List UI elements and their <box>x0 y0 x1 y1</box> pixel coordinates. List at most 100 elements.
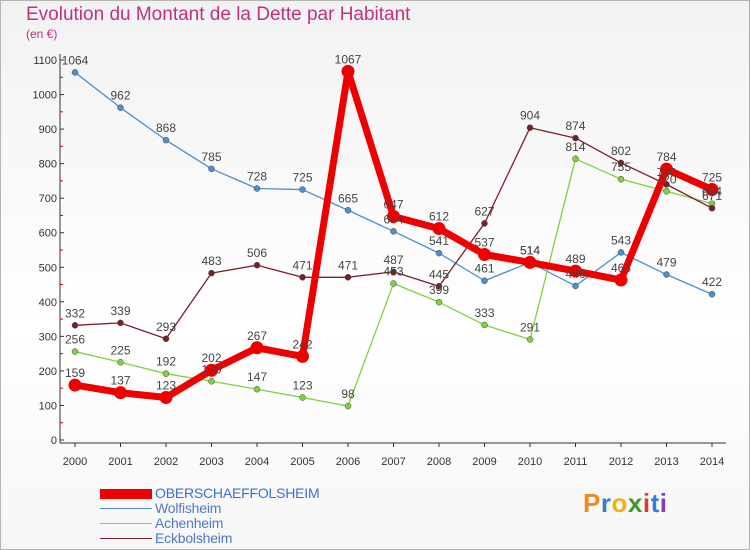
x-tick-label: 2002 <box>154 456 178 468</box>
legend-label-eckbolsheim: Eckbolsheim <box>155 530 233 546</box>
data-point-eckbolsheim <box>208 269 215 277</box>
data-label-achenheim: 453 <box>383 265 403 279</box>
data-point-wolfisheim <box>162 136 170 144</box>
data-label-eckbolsheim: 671 <box>702 189 722 203</box>
data-point-oberschaeffolsheim <box>660 162 673 176</box>
chart-unit-label: (en €) <box>26 27 58 41</box>
data-point-oberschaeffolsheim <box>114 386 127 400</box>
data-label-wolfisheim: 446 <box>565 267 585 281</box>
data-point-oberschaeffolsheim <box>432 222 446 236</box>
data-point-achenheim <box>71 348 79 355</box>
data-point-achenheim <box>435 298 443 306</box>
data-point-wolfisheim <box>208 165 215 173</box>
data-label-achenheim: 755 <box>611 160 631 174</box>
data-point-achenheim <box>617 175 625 183</box>
data-label-eckbolsheim: 332 <box>65 306 85 320</box>
y-tick-label: 800 <box>39 159 57 171</box>
data-label-oberschaeffolsheim: 267 <box>247 329 267 343</box>
legend-label-oberschaeffolsheim: OBERSCHAEFFOLSHEIM <box>155 485 320 501</box>
data-point-achenheim <box>208 378 215 385</box>
data-point-wolfisheim <box>663 271 670 278</box>
data-point-wolfisheim <box>253 185 261 192</box>
data-label-oberschaeffolsheim: 647 <box>383 197 403 211</box>
data-point-eckbolsheim <box>572 134 579 142</box>
data-label-achenheim: 225 <box>110 343 130 357</box>
data-label-achenheim: 684 <box>702 185 722 199</box>
data-point-achenheim <box>253 385 261 393</box>
y-tick-label: 900 <box>39 124 57 136</box>
x-tick-label: 2011 <box>564 456 588 468</box>
data-point-eckbolsheim <box>435 283 443 290</box>
data-label-wolfisheim: 461 <box>474 262 494 276</box>
data-label-wolfisheim: 665 <box>338 191 358 205</box>
logo-letter: x <box>627 488 643 518</box>
data-label-wolfisheim: 541 <box>429 234 449 248</box>
data-point-eckbolsheim <box>299 274 306 281</box>
x-tick-label: 2009 <box>472 456 496 468</box>
chart-title: Evolution du Montant de la Dette par Hab… <box>26 4 411 25</box>
data-point-achenheim <box>344 402 352 410</box>
x-tick-label: 2005 <box>290 456 314 468</box>
legend-swatch-oberschaeffolsheim <box>100 489 152 499</box>
logo-letter: i <box>659 488 668 518</box>
data-label-wolfisheim: 1064 <box>62 53 89 67</box>
data-label-oberschaeffolsheim: 159 <box>65 366 85 380</box>
y-tick-label: 1100 <box>33 55 57 67</box>
data-point-oberschaeffolsheim <box>387 209 400 223</box>
legend-label-achenheim: Achenheim <box>155 515 224 531</box>
data-point-eckbolsheim <box>162 335 170 343</box>
data-label-wolfisheim: 728 <box>247 170 267 184</box>
data-label-wolfisheim: 868 <box>156 121 176 135</box>
data-point-oberschaeffolsheim <box>341 64 355 78</box>
y-tick-label: 600 <box>39 228 57 240</box>
data-label-achenheim: 256 <box>65 333 85 347</box>
data-label-eckbolsheim: 471 <box>292 258 312 272</box>
data-label-eckbolsheim: 506 <box>247 246 267 260</box>
data-label-oberschaeffolsheim: 612 <box>429 210 449 224</box>
data-point-eckbolsheim <box>526 124 534 131</box>
legend-label-wolfisheim: Wolfisheim <box>155 500 222 516</box>
y-tick-label: 500 <box>39 262 57 274</box>
data-point-wolfisheim <box>481 277 488 284</box>
data-point-achenheim <box>481 321 488 329</box>
data-label-eckbolsheim: 904 <box>520 109 540 123</box>
data-label-eckbolsheim: 874 <box>565 119 585 133</box>
data-label-achenheim: 814 <box>565 140 585 154</box>
y-tick-label: 700 <box>39 193 57 205</box>
data-point-achenheim <box>117 359 124 366</box>
x-tick-label: 2012 <box>609 456 633 468</box>
data-point-oberschaeffolsheim <box>569 264 582 278</box>
data-point-wolfisheim <box>435 249 443 257</box>
data-label-wolfisheim: 514 <box>520 243 540 257</box>
series-layer <box>68 64 719 410</box>
data-point-achenheim <box>162 370 170 377</box>
data-point-eckbolsheim <box>708 204 716 212</box>
proxiti-logo: Proxiti <box>583 488 667 519</box>
logo-letter: r <box>600 488 612 518</box>
x-tick-label: 2013 <box>654 456 678 468</box>
data-point-oberschaeffolsheim <box>478 247 491 261</box>
data-label-achenheim: 291 <box>520 320 540 334</box>
legend-swatch-wolfisheim <box>100 508 152 509</box>
data-point-oberschaeffolsheim <box>159 391 173 405</box>
data-point-wolfisheim <box>390 228 397 235</box>
x-tick-label: 2000 <box>63 456 87 468</box>
data-label-achenheim: 170 <box>201 362 221 376</box>
data-label-eckbolsheim: 293 <box>156 320 176 334</box>
data-label-achenheim: 399 <box>429 283 449 297</box>
data-label-oberschaeffolsheim: 1067 <box>335 52 362 66</box>
data-label-oberschaeffolsheim: 489 <box>565 252 585 266</box>
x-tick-label: 2008 <box>427 456 451 468</box>
data-label-achenheim: 333 <box>474 306 494 320</box>
x-tick-label: 2014 <box>700 456 724 468</box>
data-point-eckbolsheim <box>390 268 397 276</box>
data-point-oberschaeffolsheim <box>705 183 719 197</box>
x-tick-label: 2001 <box>108 456 132 468</box>
logo-letter: P <box>583 488 601 518</box>
data-point-achenheim <box>663 188 670 195</box>
data-label-wolfisheim: 725 <box>292 171 312 185</box>
y-tick-label: 100 <box>39 400 57 412</box>
logo-letter: o <box>611 488 628 518</box>
data-point-achenheim <box>526 336 534 343</box>
data-label-achenheim: 720 <box>656 172 676 186</box>
